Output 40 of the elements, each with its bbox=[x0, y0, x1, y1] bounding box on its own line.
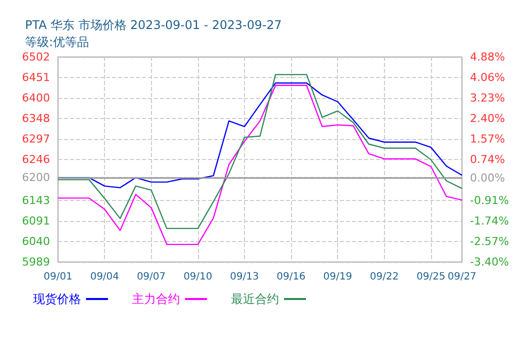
x-tick-label: 09/22 bbox=[370, 272, 399, 282]
y2-tick-label: 2.40% bbox=[470, 112, 505, 125]
y2-tick-label: -2.57% bbox=[470, 234, 509, 248]
y-tick-label: 6200 bbox=[22, 171, 50, 184]
x-tick-label: 09/25 bbox=[416, 272, 446, 282]
x-tick-label: 09/10 bbox=[183, 272, 212, 282]
y-tick-label: 5989 bbox=[22, 256, 50, 268]
x-tick-label: 09/16 bbox=[276, 272, 306, 282]
y-tick-label: 6143 bbox=[22, 194, 50, 207]
y2-tick-label: -3.40% bbox=[470, 256, 509, 268]
y-tick-label: 6091 bbox=[22, 214, 50, 228]
y-tick-label: 6297 bbox=[22, 132, 50, 146]
x-tick-label: 09/04 bbox=[90, 272, 120, 282]
y-tick-label: 6040 bbox=[22, 235, 50, 248]
legend-label: 主力合约 bbox=[132, 292, 180, 306]
y-tick-label: 6400 bbox=[22, 91, 50, 104]
x-tick-label: 09/01 bbox=[44, 272, 72, 282]
line-series bbox=[57, 84, 463, 246]
y-tick-label: 6348 bbox=[22, 112, 50, 126]
y2-tick-label: 0.00% bbox=[470, 171, 505, 184]
y2-tick-label: 1.57% bbox=[470, 132, 505, 146]
y2-tick-label: 0.74% bbox=[470, 153, 505, 166]
chart-title: PTA 华东 市场价格 2023-09-01 - 2023-09-27 bbox=[25, 18, 282, 32]
x-tick-label: 09/07 bbox=[136, 272, 166, 282]
y2-tick-label: 3.23% bbox=[470, 91, 505, 104]
y2-tick-label: -0.91% bbox=[470, 194, 509, 207]
y-tick-label: 6502 bbox=[22, 50, 50, 64]
x-tick-label: 09/27 bbox=[448, 272, 476, 282]
x-tick-label: 09/13 bbox=[230, 272, 259, 282]
chart-subtitle: 等级:优等品 bbox=[25, 35, 90, 49]
legend-label: 现货价格 bbox=[33, 292, 81, 306]
legend-label: 最近合约 bbox=[231, 292, 279, 306]
y2-tick-label: -1.74% bbox=[470, 214, 509, 228]
line-series bbox=[57, 74, 463, 230]
y2-tick-label: 4.88% bbox=[470, 50, 505, 64]
x-tick-label: 09/19 bbox=[323, 272, 352, 282]
y2-tick-label: 4.06% bbox=[470, 70, 505, 84]
y-tick-label: 6451 bbox=[22, 70, 50, 84]
line-series bbox=[57, 82, 463, 188]
y-tick-label: 6246 bbox=[22, 152, 50, 166]
